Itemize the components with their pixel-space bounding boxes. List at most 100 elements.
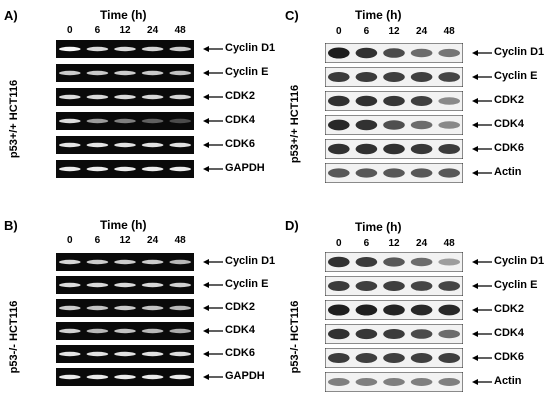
blot-cyclin-e: [56, 64, 194, 82]
band: [410, 72, 433, 82]
time-point-label: 6: [363, 26, 370, 37]
band: [355, 47, 378, 59]
time-point-label: 48: [443, 238, 455, 249]
band: [438, 97, 460, 105]
band: [114, 142, 136, 148]
band: [438, 121, 460, 129]
band: [328, 143, 350, 155]
band: [141, 374, 164, 380]
band: [114, 94, 136, 100]
band: [59, 374, 81, 380]
gene-label: CDK2: [494, 94, 524, 106]
band: [141, 166, 164, 172]
band: [141, 259, 164, 265]
band: [59, 166, 81, 172]
band: [438, 258, 460, 266]
band: [383, 48, 405, 58]
band: [114, 259, 136, 265]
time-point-label: 12: [119, 235, 131, 246]
band: [114, 70, 136, 76]
arrow-icon: [472, 170, 492, 176]
band: [114, 351, 136, 357]
band: [355, 71, 378, 83]
arrow-icon: [472, 74, 492, 80]
band: [169, 351, 191, 357]
band: [169, 118, 191, 124]
band: [114, 282, 136, 288]
time-axis-title: Time (h): [100, 8, 147, 22]
arrow-icon: [472, 283, 492, 289]
band: [328, 280, 350, 292]
gene-label: CDK6: [225, 347, 255, 359]
band: [169, 142, 191, 148]
gene-label: GAPDH: [225, 370, 265, 382]
time-point-label: 24: [416, 26, 428, 37]
band: [383, 281, 405, 291]
band: [86, 282, 109, 288]
band: [59, 351, 81, 357]
blot-cdk2: [325, 91, 463, 111]
blot-cdk6: [56, 136, 194, 154]
band: [141, 351, 164, 357]
band: [410, 304, 433, 316]
time-point-label: 48: [174, 25, 186, 36]
panel-label: D): [285, 218, 299, 233]
arrow-icon: [472, 98, 492, 104]
arrow-icon: [472, 307, 492, 313]
blot-gapdh: [56, 368, 194, 386]
gene-label: Actin: [494, 166, 522, 178]
blot-cdk4: [56, 322, 194, 340]
time-point-label: 0: [336, 238, 342, 249]
band: [328, 168, 350, 178]
band: [355, 256, 378, 268]
band: [169, 46, 191, 52]
band: [355, 168, 378, 178]
blot-cyclin-e: [325, 67, 463, 87]
arrow-icon: [472, 331, 492, 337]
band: [328, 71, 350, 83]
band: [114, 166, 136, 172]
arrow-icon: [472, 355, 492, 361]
cell-line-label: p53+/+ HCT116: [289, 84, 301, 164]
blot-cdk4: [325, 115, 463, 135]
blot-cdk6: [325, 348, 463, 368]
band: [383, 72, 405, 82]
band: [410, 120, 433, 130]
time-point-label: 6: [94, 235, 101, 246]
band: [438, 378, 460, 386]
arrow-icon: [203, 46, 223, 52]
gene-label: Cyclin D1: [494, 46, 545, 58]
blot-cdk6: [56, 345, 194, 363]
time-point-label: 6: [363, 238, 370, 249]
gene-label: Cyclin E: [225, 66, 269, 78]
band: [114, 118, 136, 124]
band: [141, 282, 164, 288]
blot-cyclin-d1: [325, 252, 463, 272]
band: [86, 305, 109, 311]
band: [59, 70, 81, 76]
arrow-icon: [203, 282, 223, 288]
band: [86, 166, 109, 172]
time-point-label: 48: [174, 235, 186, 246]
time-point-label: 6: [94, 25, 101, 36]
arrow-icon: [472, 122, 492, 128]
time-point-label: 24: [416, 238, 428, 249]
gene-label: Cyclin D1: [494, 255, 545, 267]
panel-label: C): [285, 8, 299, 23]
band: [410, 353, 433, 363]
arrow-icon: [472, 146, 492, 152]
band: [114, 328, 136, 334]
gene-label: CDK4: [225, 114, 255, 126]
time-point-label: 24: [147, 235, 159, 246]
arrow-icon: [203, 166, 223, 172]
band: [383, 95, 405, 107]
band: [383, 257, 405, 267]
band: [86, 142, 109, 148]
band: [383, 328, 405, 340]
gene-label: Cyclin E: [494, 279, 538, 291]
band: [169, 166, 191, 172]
band: [355, 119, 378, 131]
arrow-icon: [203, 351, 223, 357]
blot-gapdh: [56, 160, 194, 178]
band: [141, 94, 164, 100]
